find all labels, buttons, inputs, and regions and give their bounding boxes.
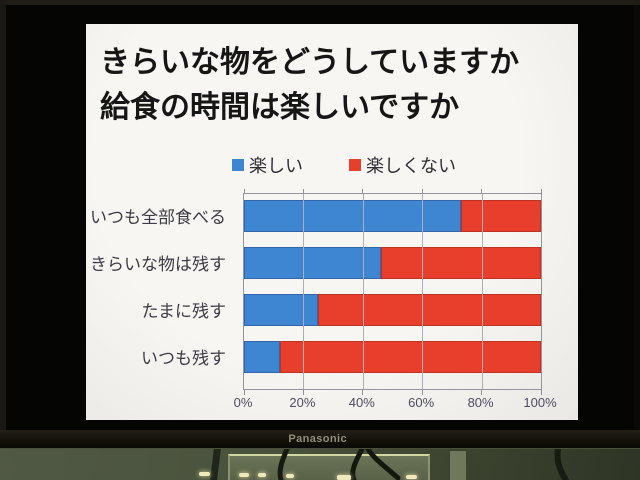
value-axis-label: 20% bbox=[289, 395, 316, 410]
slide-title-line2: 給食の時間は楽しいですか bbox=[100, 91, 460, 124]
axis-tick-top bbox=[362, 189, 364, 193]
gridline bbox=[362, 194, 364, 389]
axis-tick bbox=[540, 390, 542, 395]
panasonic-logo: Panasonic bbox=[288, 433, 347, 445]
bar-series bbox=[244, 194, 541, 389]
room-background bbox=[0, 449, 640, 480]
axis-tick-top bbox=[302, 189, 304, 193]
axis-tick-top bbox=[540, 189, 542, 193]
gridline bbox=[422, 194, 424, 389]
bar-row bbox=[244, 200, 541, 232]
bar-segment-楽しくない bbox=[460, 200, 541, 232]
bar-segment-楽しい bbox=[244, 247, 381, 279]
legend-item: 楽しくない bbox=[349, 152, 456, 178]
slide-title: きらいな物をどうしていますか 給食の時間は楽しいですか bbox=[100, 40, 570, 130]
tv-frame-top-edge bbox=[0, 0, 640, 5]
light-glint bbox=[337, 475, 351, 480]
category-label: いつも全部食べる bbox=[90, 207, 226, 227]
legend-label: 楽しくない bbox=[366, 156, 456, 176]
legend-color-swatch bbox=[232, 159, 244, 171]
light-glint bbox=[258, 473, 266, 477]
bar-segment-楽しい bbox=[244, 200, 461, 232]
hanging-cables bbox=[277, 449, 569, 480]
wall-strip bbox=[450, 451, 466, 480]
tv-bezel-bottom: Panasonic bbox=[0, 430, 640, 449]
axis-tick bbox=[481, 390, 483, 395]
axis-tick bbox=[302, 390, 304, 395]
bar-segment-楽しくない bbox=[279, 341, 541, 373]
presentation-slide: きらいな物をどうしていますか 給食の時間は楽しいですか 楽しい 楽しくない いつも… bbox=[86, 24, 578, 420]
legend-color-swatch bbox=[349, 159, 361, 171]
bar-segment-楽しくない bbox=[318, 294, 541, 326]
category-label: きらいな物は残す bbox=[90, 254, 226, 274]
chart-plot-area bbox=[243, 189, 542, 395]
gridline bbox=[481, 194, 483, 389]
axis-tick-top bbox=[421, 189, 423, 193]
chart-legend: 楽しい 楽しくない bbox=[98, 152, 590, 178]
tv-frame-left-edge bbox=[0, 0, 6, 434]
bar-row bbox=[244, 294, 541, 326]
bar-row bbox=[244, 247, 541, 279]
bar-segment-楽しくない bbox=[380, 247, 541, 279]
bar-row bbox=[244, 341, 541, 373]
light-glint bbox=[286, 474, 294, 478]
axis-tick bbox=[421, 390, 423, 395]
value-axis-label: 60% bbox=[408, 395, 435, 410]
light-glint bbox=[239, 473, 249, 477]
value-axis-label: 80% bbox=[467, 395, 494, 410]
axis-tick-top bbox=[243, 189, 245, 193]
legend-item: 楽しい bbox=[232, 152, 303, 178]
legend-label: 楽しい bbox=[249, 156, 303, 176]
bar-segment-楽しい bbox=[244, 341, 280, 373]
value-axis-label: 0% bbox=[233, 395, 253, 410]
value-axis-label: 100% bbox=[523, 395, 557, 410]
category-label: たまに残す bbox=[141, 301, 227, 321]
value-axis-labels: 0% 20% 40% 60% 80% 100% bbox=[234, 395, 557, 413]
gridline bbox=[303, 194, 305, 389]
axis-tick bbox=[362, 390, 364, 395]
category-axis-labels: いつも全部食べる きらいな物は残すたまに残すいつも残す bbox=[86, 193, 235, 388]
slide-title-line1: きらいな物をどうしていますか bbox=[100, 46, 520, 79]
axis-tick-top bbox=[481, 189, 483, 193]
bar-segment-楽しい bbox=[244, 294, 319, 326]
axis-tick bbox=[243, 390, 245, 395]
category-label: いつも残す bbox=[141, 348, 226, 368]
light-glint bbox=[406, 475, 417, 479]
value-axis-label: 40% bbox=[348, 395, 375, 410]
light-glint bbox=[199, 472, 210, 476]
